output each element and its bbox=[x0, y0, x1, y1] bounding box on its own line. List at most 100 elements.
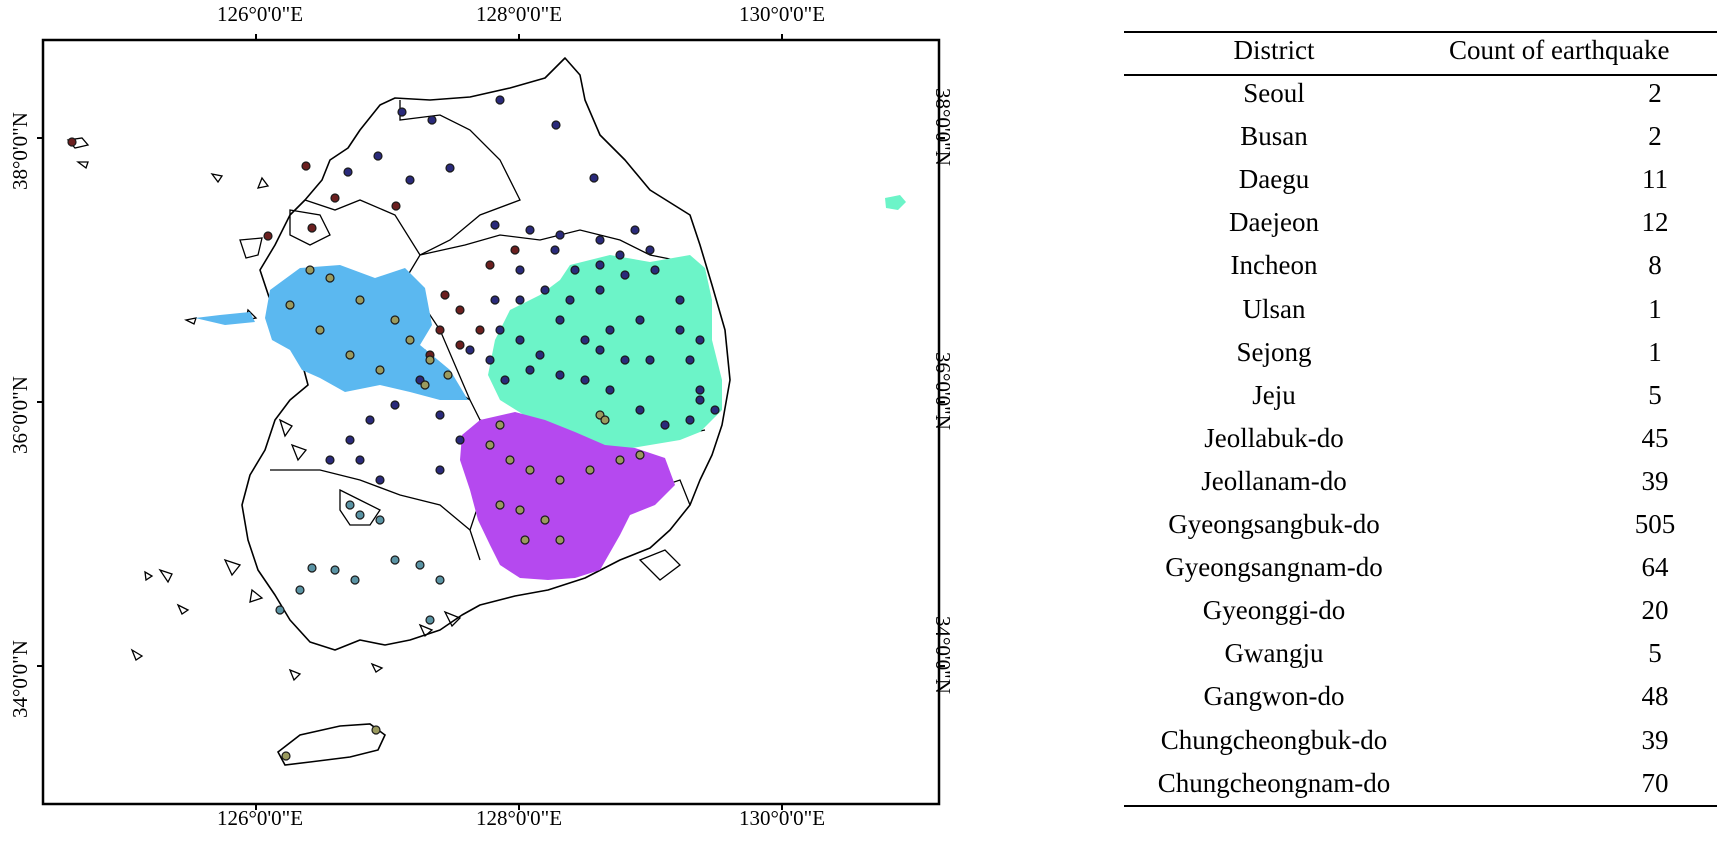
coastal-islands bbox=[66, 137, 462, 682]
zone-east-teal bbox=[488, 255, 722, 452]
epicenter-dot bbox=[427, 115, 437, 125]
epicenter-dot bbox=[355, 455, 365, 465]
epicenter-dot bbox=[555, 370, 565, 380]
frame-ticks bbox=[37, 34, 945, 810]
epicenter-dot bbox=[660, 420, 670, 430]
table-row-district: Daejeon bbox=[1229, 207, 1319, 238]
epicenter-dot bbox=[315, 325, 325, 335]
epicenter-dot bbox=[620, 355, 630, 365]
table-row-district: Sejong bbox=[1236, 336, 1312, 367]
epicenter-dot bbox=[397, 107, 407, 117]
epicenter-dot bbox=[350, 575, 360, 585]
epicenter-dot bbox=[375, 365, 385, 375]
table-row-district: Gyeonggi-do bbox=[1202, 595, 1346, 626]
epicenter-dot bbox=[550, 245, 560, 255]
lat-tick-right-2: 36°0'0"N bbox=[931, 352, 955, 430]
epicenter-dot bbox=[515, 265, 525, 275]
epicenter-dot bbox=[495, 420, 505, 430]
epicenter-dot bbox=[365, 415, 375, 425]
epicenter-dot bbox=[630, 225, 640, 235]
epicenter-dot bbox=[445, 163, 455, 173]
epicenter-dot bbox=[490, 220, 500, 230]
table-row-count: 48 bbox=[1641, 681, 1669, 712]
table-row-count: 1 bbox=[1648, 336, 1662, 367]
epicenter-dot bbox=[373, 151, 383, 161]
epicenter-dot bbox=[605, 385, 615, 395]
epicenter-dot bbox=[600, 415, 610, 425]
table-row-count: 8 bbox=[1648, 250, 1662, 281]
lat-tick-right-1: 38°0'0"N bbox=[931, 88, 955, 166]
epicenter-dot bbox=[405, 175, 415, 185]
lat-tick-right-3: 34°0'0"N bbox=[931, 616, 955, 694]
epicenter-dot bbox=[615, 455, 625, 465]
epicenter-dot bbox=[585, 465, 595, 475]
table-row-district: Chungcheongbuk-do bbox=[1160, 724, 1388, 755]
table-row-count: 64 bbox=[1641, 552, 1669, 583]
table-row-count: 20 bbox=[1641, 595, 1669, 626]
epicenter-dot bbox=[525, 465, 535, 475]
lon-tick-bottom-2: 128°0'0"E bbox=[475, 806, 563, 830]
epicenter-dot bbox=[390, 555, 400, 565]
table-row-count: 39 bbox=[1641, 465, 1669, 496]
table-row-district: Jeollabuk-do bbox=[1204, 422, 1344, 453]
epicenter-dot bbox=[295, 585, 305, 595]
epicenter-dot bbox=[675, 325, 685, 335]
epicenter-dot bbox=[390, 315, 400, 325]
epicenter-dot bbox=[645, 245, 655, 255]
zone-west-blue bbox=[265, 265, 468, 400]
table-row-district: Jeollanam-do bbox=[1201, 465, 1347, 496]
epicenter-dot bbox=[490, 295, 500, 305]
epicenter-dot bbox=[615, 250, 625, 260]
lon-tick-bottom-3: 130°0'0"E bbox=[738, 806, 826, 830]
epicenter-dot bbox=[285, 300, 295, 310]
epicenter-dot bbox=[540, 285, 550, 295]
epicenter-dot bbox=[281, 751, 291, 761]
ulleung-islet bbox=[885, 195, 906, 210]
epicenter-dot bbox=[595, 285, 605, 295]
epicenter-dot bbox=[695, 385, 705, 395]
epicenter-dot bbox=[475, 325, 485, 335]
epicenter-dot bbox=[435, 410, 445, 420]
zone-south-purple bbox=[460, 412, 675, 580]
epicenter-dot bbox=[565, 295, 575, 305]
table-row-count: 11 bbox=[1642, 164, 1668, 195]
epicenter-dot bbox=[67, 137, 77, 147]
epicenter-dot bbox=[440, 290, 450, 300]
epicenter-dot bbox=[515, 295, 525, 305]
table-row-count: 70 bbox=[1641, 767, 1669, 798]
epicenter-dot bbox=[275, 605, 285, 615]
epicenter-dot bbox=[485, 440, 495, 450]
table-row-count: 45 bbox=[1641, 422, 1669, 453]
zone-west-blue-spur bbox=[195, 312, 255, 325]
table-row-district: Ulsan bbox=[1242, 293, 1306, 324]
epicenter-dot bbox=[525, 225, 535, 235]
table-row-district: Daegu bbox=[1238, 164, 1310, 195]
epicenter-dot bbox=[515, 505, 525, 515]
epicenter-dot bbox=[555, 475, 565, 485]
table-row-count: 12 bbox=[1641, 207, 1669, 238]
table-row-count: 39 bbox=[1641, 724, 1669, 755]
epicenter-dot bbox=[540, 515, 550, 525]
epicenter-dot bbox=[443, 370, 453, 380]
table-row-count: 505 bbox=[1634, 509, 1676, 539]
table-row-district: Gyeongsangnam-do bbox=[1165, 552, 1383, 583]
table-row-count: 2 bbox=[1648, 121, 1662, 152]
epicenter-dot bbox=[307, 563, 317, 573]
epicenter-dot bbox=[455, 305, 465, 315]
epicenter-dot bbox=[505, 455, 515, 465]
epicenter-dot bbox=[371, 725, 381, 735]
epicenter-dot bbox=[650, 265, 660, 275]
epicenter-dot bbox=[465, 345, 475, 355]
epicenter-dot bbox=[330, 193, 340, 203]
epicenter-dot bbox=[555, 230, 565, 240]
epicenter-dot bbox=[425, 355, 435, 365]
epicenter-dot bbox=[495, 500, 505, 510]
epicenter-dot bbox=[455, 340, 465, 350]
epicenter-dot bbox=[620, 270, 630, 280]
epicenter-dot bbox=[305, 265, 315, 275]
epicenter-dot bbox=[345, 500, 355, 510]
epicenter-dot bbox=[345, 435, 355, 445]
epicenter-dot bbox=[595, 260, 605, 270]
header-district: District bbox=[1233, 35, 1315, 65]
